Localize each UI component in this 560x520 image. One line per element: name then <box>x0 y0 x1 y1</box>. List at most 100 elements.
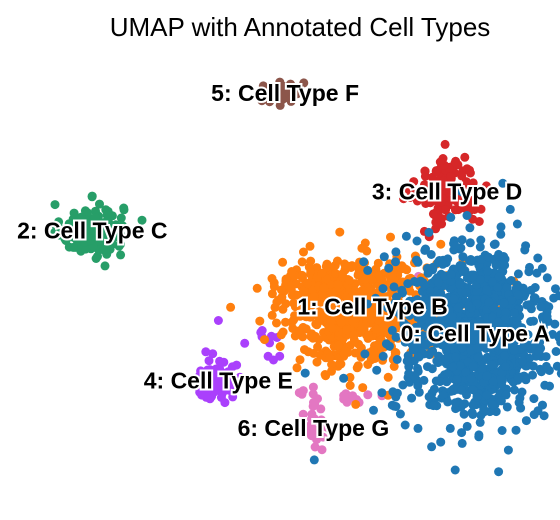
cell-point <box>404 369 414 378</box>
cell-point <box>468 385 478 395</box>
cell-point <box>441 335 451 344</box>
cell-point <box>369 405 378 415</box>
cell-point <box>502 402 512 412</box>
cell-point <box>70 229 80 239</box>
cell-point <box>68 242 78 252</box>
cell-point <box>500 351 510 361</box>
cell-point <box>287 267 297 276</box>
cell-point <box>366 314 376 324</box>
cell-point <box>395 308 404 317</box>
cell-point <box>448 311 458 321</box>
cell-point <box>435 377 445 387</box>
cell-point <box>514 398 524 408</box>
cell-point <box>372 365 382 375</box>
cell-point <box>392 355 402 364</box>
cell-point <box>277 285 286 295</box>
cell-point <box>320 312 330 321</box>
cell-point <box>276 330 286 340</box>
cell-point <box>446 212 456 222</box>
cell-point <box>363 265 373 275</box>
cell-point <box>465 223 475 233</box>
cell-point <box>363 390 373 400</box>
cell-point <box>414 352 424 362</box>
cell-point <box>407 393 417 403</box>
cell-point <box>541 361 551 371</box>
cell-point <box>468 400 478 410</box>
cell-point <box>358 383 368 393</box>
cell-point <box>389 282 399 292</box>
cell-point <box>438 259 448 269</box>
cell-point <box>423 362 432 372</box>
cluster-label-0: 0: Cell Type A <box>401 320 551 346</box>
cell-point <box>240 338 250 348</box>
cell-point <box>482 390 492 400</box>
cell-point <box>272 318 281 328</box>
cell-point <box>266 331 276 341</box>
cell-point <box>431 217 441 227</box>
cell-point <box>556 337 560 347</box>
cell-point <box>327 286 337 296</box>
cell-point <box>474 318 484 328</box>
cell-point <box>308 333 318 343</box>
cell-point <box>504 331 514 341</box>
cell-point <box>519 333 529 343</box>
cell-point <box>482 371 492 381</box>
cell-point <box>424 392 434 402</box>
cell-point <box>452 331 462 341</box>
cell-point <box>457 428 467 438</box>
cell-point <box>392 292 401 302</box>
cell-point <box>235 372 245 382</box>
cell-point <box>488 376 498 386</box>
cell-point <box>466 374 476 384</box>
cell-point <box>298 409 308 419</box>
cell-point <box>409 344 419 354</box>
cell-point <box>104 213 114 223</box>
cell-point <box>194 371 204 381</box>
cell-point <box>457 438 467 448</box>
cell-point <box>477 365 487 375</box>
cell-point <box>350 286 360 296</box>
cell-point <box>331 268 340 278</box>
cell-point <box>419 338 429 348</box>
cell-point <box>532 268 542 278</box>
cell-point <box>98 245 108 255</box>
cell-point <box>510 308 519 318</box>
cell-point <box>86 235 96 245</box>
cell-point <box>538 322 548 332</box>
cell-point <box>370 354 380 363</box>
cell-point <box>359 257 369 267</box>
cell-point <box>446 172 456 182</box>
cell-point <box>443 397 453 407</box>
cluster-label-5: 5: Cell Type F <box>211 80 359 106</box>
cell-point <box>468 361 478 371</box>
cell-point <box>525 353 534 363</box>
cell-point <box>440 354 450 364</box>
cell-point <box>309 292 319 302</box>
cell-point <box>457 235 467 245</box>
cell-point <box>439 320 449 330</box>
cell-point <box>445 423 455 433</box>
cell-point <box>489 324 498 333</box>
cell-point <box>397 285 407 295</box>
cell-point <box>77 220 87 230</box>
cell-point <box>358 285 368 295</box>
cell-point <box>348 391 358 401</box>
cell-point <box>299 247 308 257</box>
cell-point <box>322 422 332 432</box>
cell-point <box>455 361 465 371</box>
cell-point <box>333 256 342 266</box>
cell-point <box>506 295 516 305</box>
cell-point <box>433 278 443 288</box>
cell-point <box>412 295 422 305</box>
cell-point <box>475 275 485 285</box>
cluster-label-1: 1: Cell Type B <box>297 294 447 320</box>
cell-point <box>353 270 363 280</box>
cell-point <box>476 254 486 264</box>
cell-point <box>476 235 486 245</box>
cell-point <box>400 420 410 430</box>
cell-point <box>458 267 468 277</box>
cell-point <box>503 445 513 455</box>
cell-point <box>418 331 428 341</box>
cell-point <box>412 236 422 246</box>
